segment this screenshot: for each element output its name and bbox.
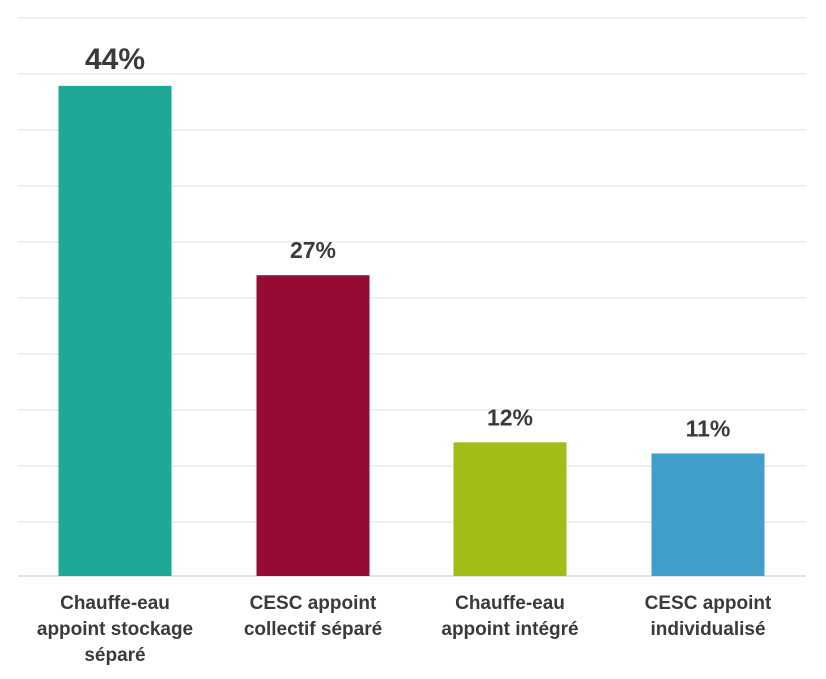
value-labels: 44% 27% 12% 11% [85, 43, 730, 442]
data-label: 11% [686, 415, 731, 441]
data-label: 44% [85, 43, 145, 76]
category-label: Chauffe-eau appoint stockage séparé [37, 593, 193, 666]
bar [256, 275, 370, 576]
bar [58, 85, 172, 576]
bars [58, 85, 765, 576]
category-label: CESC appoint individualisé [645, 593, 772, 640]
category-labels: Chauffe-eau appoint stockage séparé CESC ap… [37, 593, 772, 666]
category-label: Chauffe-eau appoint intégré [441, 593, 578, 640]
bar [651, 453, 765, 576]
data-label: 27% [290, 237, 336, 263]
category-label: CESC appoint collectif séparé [244, 593, 382, 640]
data-label: 12% [487, 404, 533, 430]
bar [453, 442, 567, 576]
